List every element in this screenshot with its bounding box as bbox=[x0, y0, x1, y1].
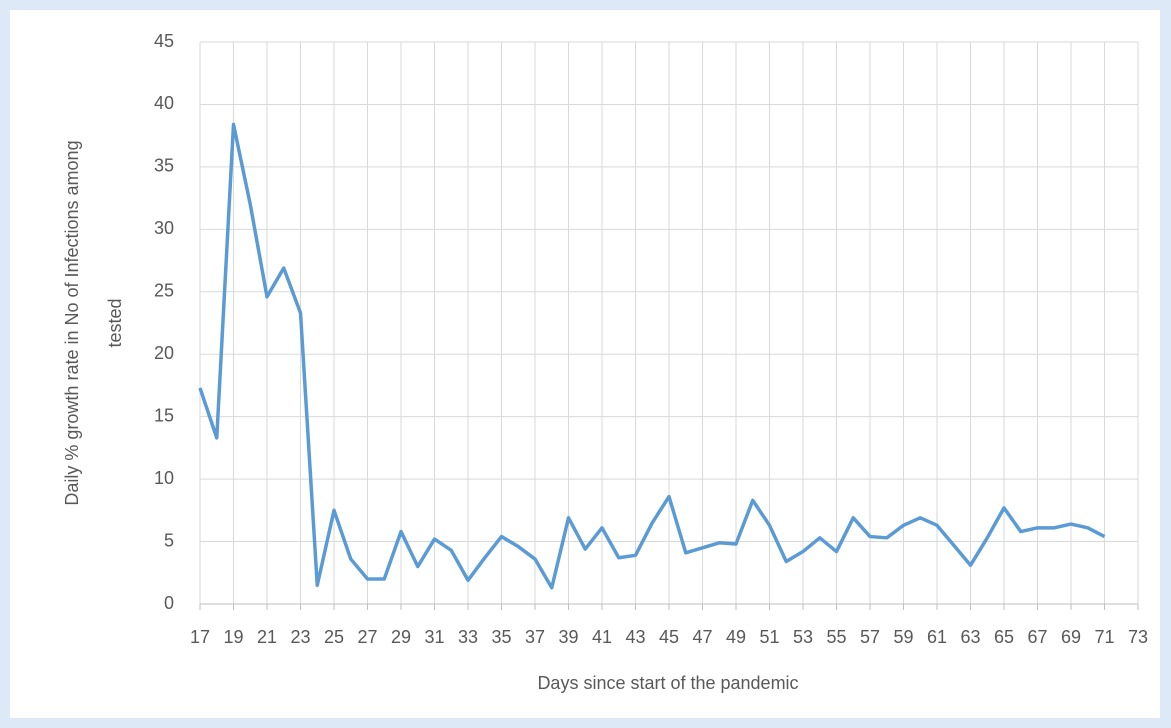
x-tick-label: 25 bbox=[324, 627, 344, 647]
y-tick-label: 10 bbox=[154, 468, 174, 488]
y-tick-label: 0 bbox=[164, 593, 174, 613]
x-tick-label: 49 bbox=[726, 627, 746, 647]
y-tick-label: 25 bbox=[154, 281, 174, 301]
y-tick-label: 30 bbox=[154, 218, 174, 238]
y-tick-label: 35 bbox=[154, 156, 174, 176]
x-tick-label: 47 bbox=[692, 627, 712, 647]
x-tick-label: 73 bbox=[1128, 627, 1148, 647]
y-tick-label: 45 bbox=[154, 31, 174, 51]
data-line bbox=[198, 122, 1106, 590]
x-tick-label: 17 bbox=[190, 627, 210, 647]
x-tick-label: 29 bbox=[391, 627, 411, 647]
x-tick-label: 65 bbox=[994, 627, 1014, 647]
x-tick-label: 61 bbox=[927, 627, 947, 647]
x-tick-label: 55 bbox=[826, 627, 846, 647]
x-tick-label: 19 bbox=[223, 627, 243, 647]
y-tick-label: 15 bbox=[154, 405, 174, 425]
y-axis-label: tested bbox=[105, 298, 125, 347]
x-tick-label: 31 bbox=[424, 627, 444, 647]
x-tick-label: 23 bbox=[290, 627, 310, 647]
x-tick-label: 67 bbox=[1027, 627, 1047, 647]
x-tick-label: 33 bbox=[458, 627, 478, 647]
x-tick-label: 39 bbox=[558, 627, 578, 647]
x-tick-label: 27 bbox=[357, 627, 377, 647]
y-tick-label: 20 bbox=[154, 343, 174, 363]
x-tick-label: 35 bbox=[491, 627, 511, 647]
y-axis-label: Daily % growth rate in No of Infections … bbox=[62, 140, 82, 505]
x-tick-label: 37 bbox=[525, 627, 545, 647]
x-tick-label: 71 bbox=[1094, 627, 1114, 647]
x-tick-label: 57 bbox=[860, 627, 880, 647]
x-tick-label: 45 bbox=[659, 627, 679, 647]
y-tick-label: 40 bbox=[154, 93, 174, 113]
x-axis-label: Days since start of the pandemic bbox=[537, 673, 798, 693]
x-tick-label: 53 bbox=[793, 627, 813, 647]
y-tick-label: 5 bbox=[164, 530, 174, 550]
x-tick-label: 51 bbox=[759, 627, 779, 647]
x-tick-label: 21 bbox=[257, 627, 277, 647]
x-tick-label: 59 bbox=[893, 627, 913, 647]
chart-panel bbox=[10, 10, 1160, 718]
x-tick-label: 43 bbox=[625, 627, 645, 647]
x-tick-label: 69 bbox=[1061, 627, 1081, 647]
x-tick-label: 63 bbox=[960, 627, 980, 647]
x-tick-label: 41 bbox=[592, 627, 612, 647]
